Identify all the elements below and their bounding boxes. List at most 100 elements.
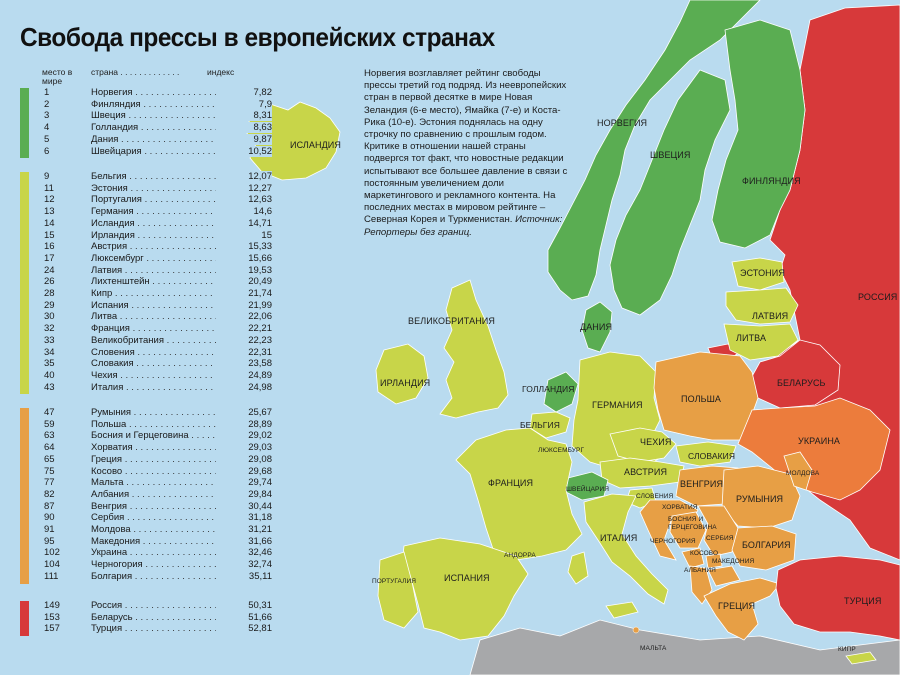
- legend-row: 17 Люксембург15,66: [20, 252, 275, 264]
- map-label-poland: ПОЛЬША: [681, 394, 722, 404]
- netherlands-shape: [543, 371, 579, 413]
- legend-country: Венгрия: [91, 501, 241, 512]
- legend-index: 29,68: [216, 465, 272, 477]
- legend-country: Кипр: [91, 288, 241, 299]
- legend-country: Черногория: [91, 559, 241, 570]
- legend-rank: 43: [44, 381, 55, 393]
- legend-row: 77 Мальта29,74: [20, 477, 275, 489]
- legend-country: Польша: [91, 419, 241, 430]
- legend-rank: 28: [44, 288, 55, 299]
- map-label-belarus: БЕЛАРУСЬ: [777, 378, 826, 388]
- legend-row: 24 Латвия19,53: [20, 264, 275, 276]
- legend-rank: 13: [44, 206, 55, 218]
- map-label-andorra: АНДОРРА: [504, 552, 536, 559]
- legend-index: 9,87: [216, 133, 272, 145]
- legend-row: 4 Голландия8,63: [20, 122, 275, 134]
- legend-row: 43 Италия24,98: [20, 381, 275, 393]
- note-source: Источник: Репортеры без границ.: [364, 214, 563, 238]
- legend-rank: 111: [44, 570, 59, 582]
- description-note: Норвегия возглавляет рейтинг свободы пре…: [364, 68, 569, 239]
- map-label-estonia: ЭСТОНИЯ: [740, 268, 785, 278]
- legend-row: 15Ирландия15: [20, 229, 275, 241]
- legend-index: 23,58: [216, 358, 272, 370]
- legend-rank: 3: [44, 110, 50, 122]
- ukraine-shape: [737, 397, 891, 501]
- map-label-switzerland: ШВЕЙЦАРИЯ: [566, 486, 610, 493]
- france-shape: [455, 427, 583, 561]
- legend-index: 14,6: [216, 206, 272, 218]
- legend-color-bar: [20, 408, 29, 584]
- legend-index: 29,74: [216, 477, 272, 489]
- map-label-germany: ГЕРМАНИЯ: [592, 400, 643, 410]
- spain-shape: [401, 537, 529, 641]
- legend-rank: 40: [44, 369, 55, 381]
- legend-country: Лихтенштейн: [91, 276, 241, 287]
- legend-rank: 30: [44, 311, 55, 323]
- legend-index: 28,89: [216, 418, 272, 430]
- legend-row: 111 Болгария35,11: [20, 570, 275, 582]
- legend-rank: 4: [44, 122, 50, 134]
- legend-country: Латвия: [91, 265, 241, 276]
- map-label-russia: РОССИЯ: [858, 292, 898, 302]
- legend-row: 34 Словения22,31: [20, 346, 275, 358]
- legend-country: Франция: [91, 323, 241, 334]
- italy-shape: [583, 493, 669, 605]
- legend-row: 14 Исландия14,71: [20, 217, 275, 229]
- uk-shape: [439, 279, 509, 419]
- legend-country: Хорватия: [91, 442, 241, 453]
- map-label-bulgaria: БОЛГАРИЯ: [742, 540, 791, 550]
- legend-index: 24,98: [216, 381, 272, 393]
- legend-index: 10,52: [216, 145, 272, 157]
- legend-country: Литва: [91, 311, 241, 322]
- map-label-uk: ВЕЛИКОБРИТАНИЯ: [408, 316, 495, 326]
- legend-row: 33 Великобритания22,23: [20, 334, 275, 346]
- legend-row: 47 Румыния25,67: [20, 407, 275, 418]
- lithuania-shape: [723, 323, 799, 361]
- map-label-finland: ФИНЛЯНДИЯ: [742, 176, 801, 186]
- legend-index: 25,67: [216, 407, 272, 418]
- legend-country: Чехия: [91, 370, 241, 381]
- map-label-sweden: ШВЕЦИЯ: [650, 150, 691, 160]
- sardinia-shape: [567, 551, 589, 585]
- legend-rank: 90: [44, 512, 55, 524]
- legend-country: Украина: [91, 547, 241, 558]
- legend-index: 51,66: [216, 611, 272, 623]
- legend-index: 15: [216, 229, 272, 241]
- legend-index: 8,31: [216, 110, 272, 122]
- legend-country: Ирландия: [91, 230, 241, 241]
- map-label-malta: МАЛЬТА: [640, 645, 667, 652]
- map-label-slovenia: СЛОВЕНИЯ: [636, 493, 674, 500]
- legend-rank: 91: [44, 524, 55, 535]
- legend-color-bar: [20, 88, 29, 159]
- legend-rank: 5: [44, 133, 50, 145]
- legend-country: Беларусь: [91, 612, 241, 623]
- legend-row: 104 Черногория32,74: [20, 559, 275, 571]
- map-label-greece: ГРЕЦИЯ: [718, 601, 756, 611]
- legend-country: Великобритания: [91, 335, 241, 346]
- legend-country: Португалия: [91, 194, 241, 205]
- legend-rank: 47: [44, 407, 55, 418]
- legend-country: Швеция: [91, 110, 241, 121]
- map-label-belgium: БЕЛЬГИЯ: [520, 420, 560, 430]
- map-label-moldova: МОЛДОВА: [786, 470, 820, 477]
- legend-index: 52,81: [216, 623, 272, 635]
- legend-country: Дания: [91, 134, 241, 145]
- legend-index: 22,23: [216, 334, 272, 346]
- legend-country: Люксембург: [91, 253, 241, 264]
- legend-country: Румыния: [91, 407, 241, 418]
- slovakia-shape: [675, 441, 737, 467]
- montenegro-shape: [681, 547, 705, 569]
- map-label-romania: РУМЫНИЯ: [736, 494, 784, 504]
- legend-index: 29,03: [216, 442, 272, 454]
- legend-rank: 1: [44, 87, 50, 98]
- legend-row: 5 Дания9,87: [20, 133, 275, 145]
- legend-row: 35 Словакия23,58: [20, 358, 275, 370]
- legend-index: 50,31: [216, 600, 272, 611]
- legend-index: 20,49: [216, 276, 272, 288]
- legend-index: 14,71: [216, 217, 272, 229]
- legend-country: Швейцария: [91, 146, 241, 157]
- legend-country: Эстония: [91, 183, 241, 194]
- bulgaria-shape: [731, 525, 797, 571]
- legend-row: 102 Украина32,46: [20, 547, 275, 559]
- czech-shape: [609, 427, 677, 463]
